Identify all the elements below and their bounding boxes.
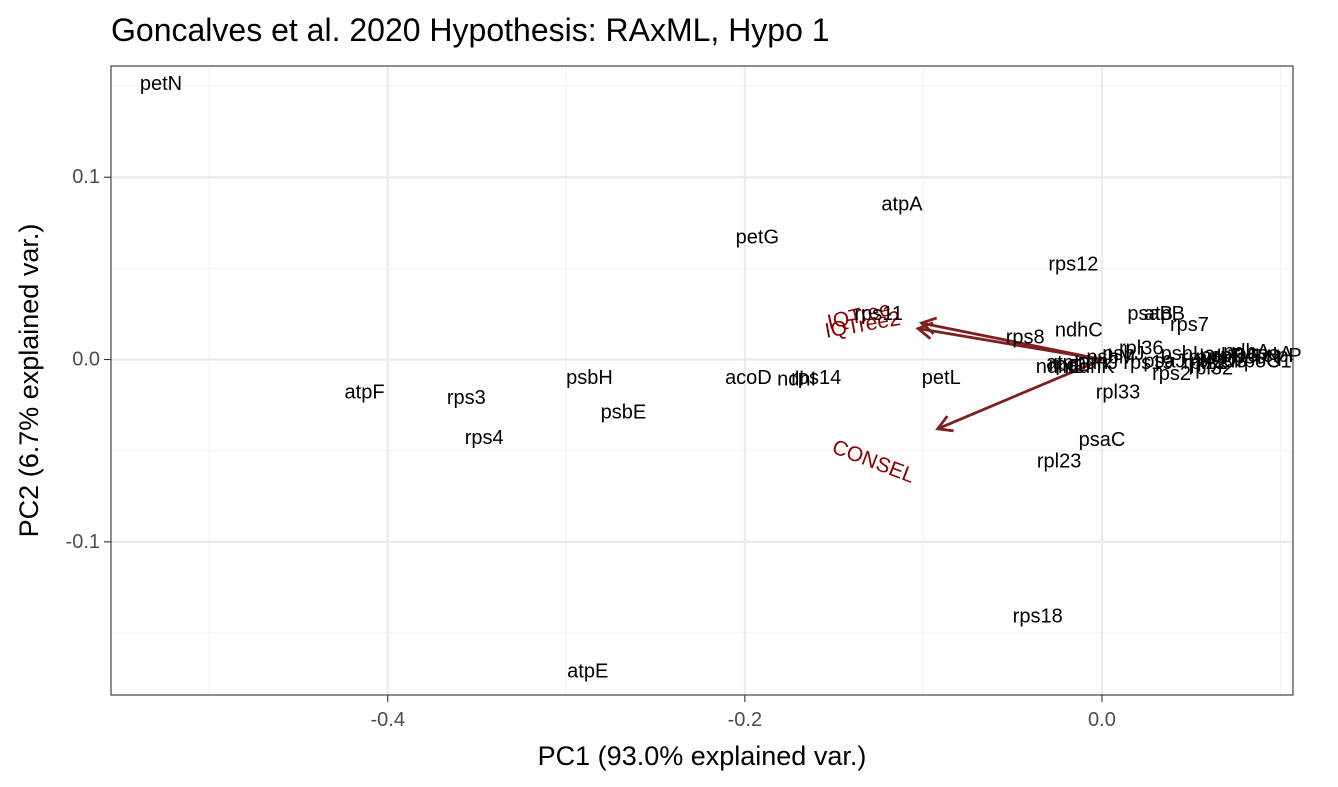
point-label: rps7: [1170, 314, 1209, 336]
point-label: atpB: [1144, 303, 1185, 325]
point-label: rpoB: [1049, 354, 1091, 376]
point-label: atpI: [1046, 352, 1079, 374]
x-tick-label: -0.4: [371, 709, 405, 731]
point-label: psbE: [601, 401, 647, 423]
point-label: rpl22: [1183, 352, 1227, 374]
point-label: ndhC: [1055, 319, 1103, 341]
point-label: rpl20: [1190, 350, 1234, 372]
point-label: ndhK: [1068, 356, 1115, 378]
point-label: petN: [140, 73, 182, 95]
point-label: rpl2: [1182, 347, 1215, 369]
point-label: psaB: [1127, 303, 1173, 325]
point-label: ndhI: [777, 369, 816, 391]
point-label: psbD: [1200, 345, 1247, 367]
y-tick-label: 0.1: [72, 166, 100, 188]
point-label: psbH: [566, 367, 613, 389]
point-label: clpP: [1263, 345, 1302, 367]
y-tick-label: 0.0: [72, 349, 100, 371]
loading-arrow: [937, 358, 1103, 431]
point-label: atpF: [345, 381, 385, 403]
point-label: ycf3: [1210, 350, 1247, 372]
loading-arrow: [917, 327, 1103, 361]
loading-arrowhead: [915, 321, 934, 340]
point-label: rpl36: [1119, 338, 1163, 360]
point-label: petG: [736, 226, 779, 248]
point-label: rps11: [854, 303, 903, 325]
point-label: petL: [922, 367, 961, 389]
point-label: rps8: [1006, 327, 1045, 349]
chart-title: Goncalves et al. 2020 Hypothesis: RAxML,…: [111, 12, 830, 48]
point-label: rps18: [1013, 606, 1063, 628]
x-tick-label: -0.2: [728, 709, 762, 731]
y-axis: -0.1 0.0 0.1: [66, 166, 111, 553]
point-label: psbN: [1234, 347, 1281, 369]
point-label: rps4: [465, 427, 504, 449]
point-label: rps19: [1123, 352, 1173, 374]
point-label: rpl23: [1037, 451, 1081, 473]
point-label: rpoA: [1250, 343, 1293, 365]
y-tick-label: -0.1: [66, 531, 100, 553]
point-label: ndhA: [1223, 341, 1270, 363]
point-label: psbT: [1196, 347, 1240, 369]
point-label: rps12: [1048, 254, 1098, 276]
point-label: rps2: [1152, 363, 1191, 385]
x-axis-title: PC1 (93.0% explained var.): [538, 741, 867, 771]
point-label: rps3: [447, 387, 486, 409]
point-label: psbL: [1161, 343, 1204, 365]
point-label: acoD: [725, 367, 772, 389]
point-label: atpE: [567, 660, 608, 682]
loading-arrowhead: [935, 415, 954, 433]
panel-border: [110, 65, 1294, 696]
point-label: rpoC1: [1237, 350, 1291, 372]
point-label: ndhJ: [1075, 352, 1118, 374]
point-label: rpl16: [1214, 345, 1258, 367]
point-label: psaC: [1079, 429, 1126, 451]
point-label: rpl32: [1189, 358, 1233, 380]
point-label: rps14: [791, 367, 841, 389]
point-label: atpA: [881, 194, 923, 216]
minor-gridlines: [111, 66, 1293, 695]
point-label: ndhE: [1036, 356, 1083, 378]
point-label: psaJ: [1143, 350, 1185, 372]
point-label: psbM: [1086, 347, 1135, 369]
loading-label: CONSEL: [829, 435, 918, 487]
y-axis-title: PC2 (6.7% explained var.): [14, 224, 44, 538]
point-label: psbJ: [1102, 343, 1144, 365]
point-label: rpl33: [1096, 381, 1140, 403]
x-tick-label: 0.0: [1088, 709, 1116, 731]
x-axis: -0.4 -0.2 0.0: [371, 695, 1116, 731]
